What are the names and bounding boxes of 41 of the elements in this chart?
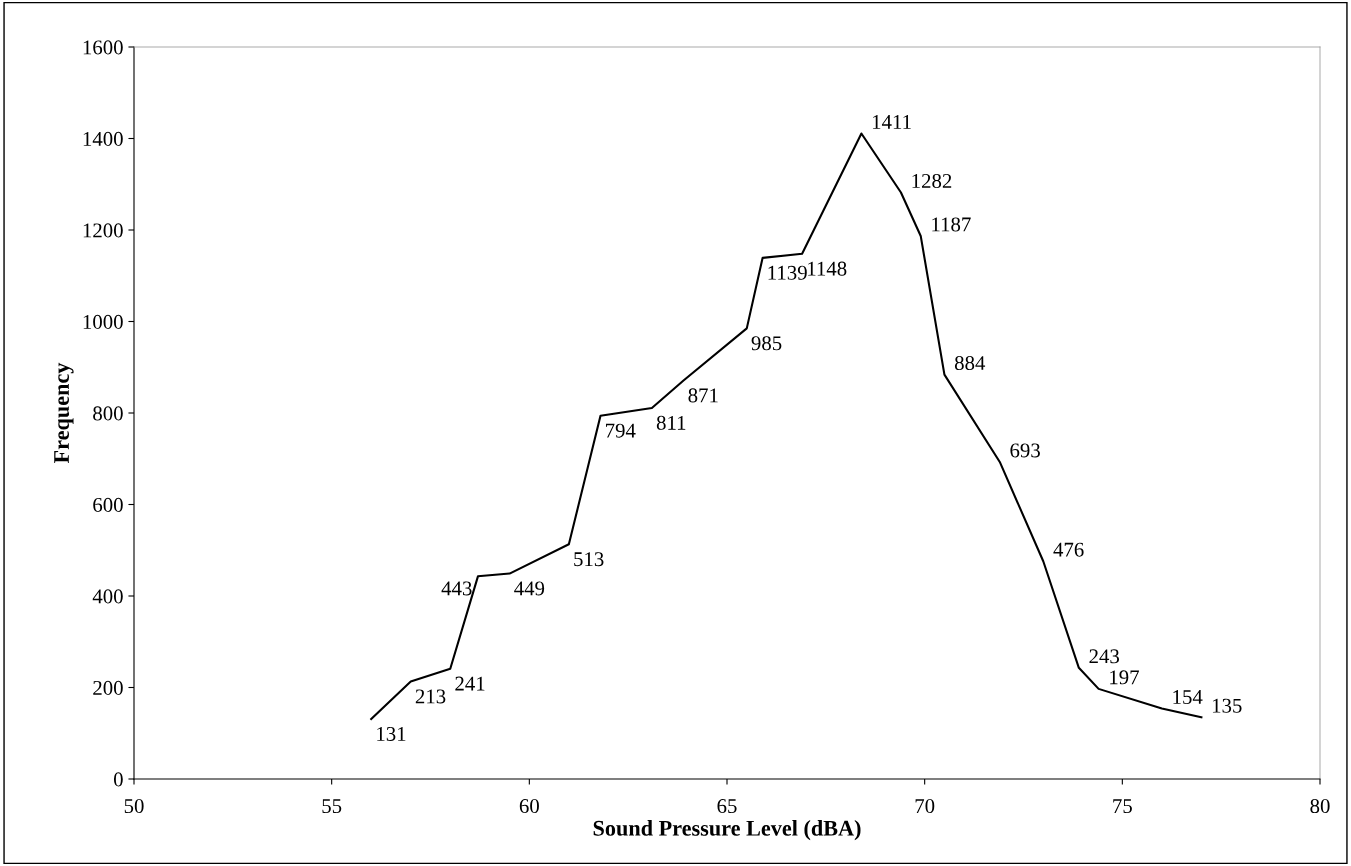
- data-label: 154: [1173, 690, 1203, 705]
- x-axis-title: Sound Pressure Level (dBA): [593, 820, 861, 841]
- y-tick-label: 200: [93, 680, 123, 695]
- data-label: 443: [441, 581, 472, 596]
- line-series: [370, 132, 1203, 721]
- data-label: 811: [656, 415, 686, 430]
- y-tick-label: 1400: [83, 131, 123, 146]
- data-label: 794: [606, 423, 636, 438]
- y-tick-label: 600: [93, 497, 123, 512]
- x-tick-label: 55: [322, 799, 342, 814]
- data-label: 476: [1053, 542, 1084, 557]
- data-label: 1187: [932, 217, 971, 232]
- data-label: 197: [1110, 670, 1139, 685]
- data-label: 693: [1010, 443, 1040, 458]
- data-label: 985: [751, 336, 782, 351]
- y-tick-label: 800: [93, 406, 123, 421]
- data-label: 884: [954, 356, 986, 371]
- x-tick-label: 70: [915, 799, 935, 814]
- y-tick-label: 400: [92, 589, 123, 604]
- x-tick-label: 50: [124, 799, 144, 814]
- y-tick-label: 1200: [83, 223, 123, 238]
- y-tick-label: 1000: [83, 314, 123, 329]
- data-label: 131: [377, 726, 406, 741]
- x-tick-label: 75: [1113, 799, 1132, 814]
- data-label: 1282: [912, 173, 952, 188]
- data-label: 513: [574, 552, 604, 567]
- data-label: 449: [514, 581, 545, 596]
- data-label: 243: [1089, 649, 1120, 664]
- x-tick-label: 80: [1310, 799, 1330, 814]
- y-tick-label: 0: [113, 772, 123, 787]
- data-label: 1139: [768, 265, 807, 280]
- data-label: 1411: [872, 115, 911, 129]
- y-axis-title: Frequency: [54, 362, 74, 464]
- x-tick-label: 65: [717, 799, 737, 814]
- data-label: 241: [455, 676, 485, 691]
- data-label: 871: [688, 388, 718, 403]
- y-tick-label: 1600: [83, 40, 123, 55]
- data-label: 1148: [808, 261, 847, 276]
- x-tick-label: 60: [519, 799, 539, 814]
- data-label: 213: [415, 689, 446, 704]
- data-label: 135: [1212, 698, 1242, 713]
